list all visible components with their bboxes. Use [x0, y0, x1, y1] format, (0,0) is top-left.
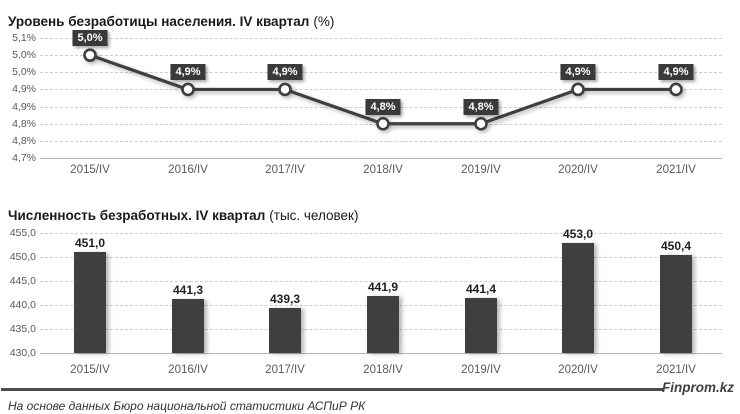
y-tick-label: 430,0 — [9, 347, 36, 359]
data-point-label: 4,9% — [170, 64, 206, 81]
y-tick-label: 435,0 — [9, 323, 36, 335]
data-point-label: 5,0% — [72, 30, 108, 47]
data-point-marker — [669, 82, 683, 97]
line-series-svg — [83, 48, 683, 131]
bar — [465, 298, 497, 353]
bar-value-label: 441,9 — [367, 279, 399, 294]
bar — [660, 255, 692, 353]
y-grid-line — [40, 38, 722, 39]
y-grid-line — [40, 353, 722, 354]
line-chart-title-unit: (%) — [313, 14, 335, 30]
bar-chart-title-text: Численность безработных. IV квартал — [8, 208, 266, 224]
y-tick-label: 4,8% — [12, 134, 36, 147]
data-point-marker — [474, 116, 488, 131]
bar-chart-title-unit: (тыс. человек) — [269, 208, 359, 224]
x-tick-label: 2017/IV — [265, 164, 305, 176]
bar-chart-title: Численность безработных. IV квартал (тыс.… — [8, 208, 358, 223]
x-tick-label: 2017/IV — [265, 364, 305, 376]
line-chart-title: Уровень безработицы населения. IV кварта… — [8, 14, 334, 29]
data-point-marker — [376, 116, 390, 131]
y-tick-label: 455,0 — [9, 227, 36, 239]
x-tick-label: 2018/IV — [363, 164, 403, 176]
line-chart-title-text: Уровень безработицы населения. IV кварта… — [8, 14, 310, 30]
bar — [269, 308, 301, 353]
y-tick-label: 450,0 — [9, 251, 36, 263]
bar-value-label: 441,3 — [172, 282, 204, 297]
y-grid-line — [40, 72, 722, 74]
x-tick-label: 2018/IV — [363, 364, 403, 376]
bar — [172, 298, 204, 353]
y-grid-line — [40, 55, 722, 57]
bar-value-label: 450,4 — [660, 239, 692, 254]
data-point-label: 4,9% — [658, 64, 694, 81]
footer-divider — [1, 388, 663, 391]
data-point-marker — [83, 48, 97, 62]
x-tick-label: 2015/IV — [70, 164, 110, 176]
x-tick-label: 2020/IV — [558, 164, 598, 176]
x-tick-label: 2020/IV — [558, 364, 598, 376]
bar-value-label: 451,0 — [74, 236, 106, 251]
bar — [367, 295, 399, 353]
data-point-marker — [181, 82, 195, 97]
data-point-marker — [278, 82, 292, 97]
y-tick-label: 445,0 — [9, 275, 36, 287]
y-grid-line — [40, 257, 722, 258]
data-point-marker — [571, 82, 585, 97]
x-tick-label: 2016/IV — [168, 364, 208, 376]
data-point-label: 4,8% — [365, 98, 401, 115]
brand-logo: Finprom.kz — [661, 380, 734, 395]
y-tick-label: 5,1% — [12, 32, 36, 44]
x-tick-label: 2016/IV — [168, 164, 208, 176]
y-tick-label: 5,0% — [12, 49, 36, 62]
y-grid-line — [40, 233, 722, 234]
x-tick-label: 2015/IV — [70, 364, 110, 376]
bar — [74, 252, 106, 353]
y-grid-line — [40, 158, 722, 160]
y-tick-label: 4,8% — [12, 117, 36, 130]
x-tick-label: 2021/IV — [656, 164, 696, 176]
bar-value-label: 441,4 — [465, 282, 497, 297]
y-tick-label: 5,0% — [12, 66, 36, 79]
x-tick-label: 2021/IV — [656, 364, 696, 376]
x-tick-label: 2019/IV — [461, 164, 501, 176]
data-point-label: 4,8% — [463, 98, 499, 115]
x-tick-label: 2019/IV — [461, 364, 501, 376]
bar-value-label: 439,3 — [269, 292, 301, 307]
y-grid-line — [40, 281, 722, 282]
y-tick-label: 4,7% — [12, 152, 36, 165]
y-grid-line — [40, 89, 722, 91]
source-note: На основе данных Бюро национальной стати… — [8, 399, 366, 413]
bar — [562, 242, 594, 353]
data-point-label: 4,9% — [560, 64, 596, 81]
y-tick-label: 440,0 — [9, 299, 36, 311]
y-grid-line — [40, 140, 722, 142]
y-tick-label: 4,9% — [12, 83, 36, 96]
data-point-label: 4,9% — [267, 64, 303, 81]
y-tick-label: 4,9% — [12, 100, 36, 113]
bar-value-label: 453,0 — [562, 226, 594, 241]
